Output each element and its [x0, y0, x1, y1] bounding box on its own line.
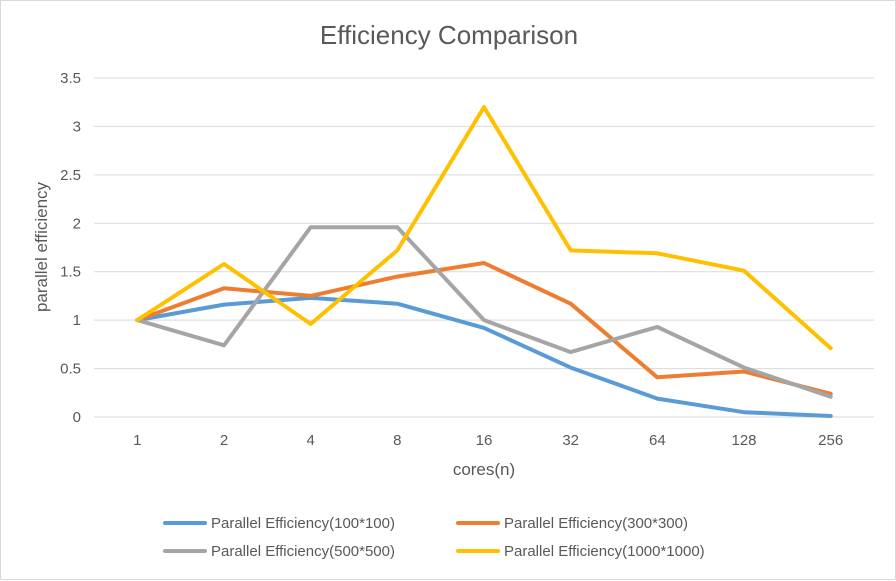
legend-label: Parallel Efficiency(1000*1000): [504, 543, 705, 560]
y-tick-label: 3.5: [60, 70, 81, 87]
y-axis-ticks: 0 0.5 1 1.5 2 2.5 3 3.5: [60, 70, 81, 426]
x-axis-ticks: 1 2 4 8 16 32 64 128 256: [133, 432, 843, 449]
x-tick-label: 128: [731, 432, 756, 449]
x-tick-label: 256: [818, 432, 843, 449]
x-tick-label: 2: [220, 432, 228, 449]
legend-label: Parallel Efficiency(100*100): [211, 515, 395, 532]
x-tick-label: 32: [562, 432, 579, 449]
y-tick-label: 3: [73, 118, 81, 135]
y-tick-label: 2: [73, 215, 81, 232]
series-line-2: [135, 225, 833, 399]
x-tick-label: 4: [306, 432, 314, 449]
series-line-0: [135, 295, 833, 418]
x-axis-title: cores(n): [453, 460, 515, 479]
series-line-1: [135, 261, 833, 396]
y-tick-label: 0: [73, 409, 81, 426]
x-tick-label: 16: [476, 432, 493, 449]
x-tick-label: 8: [393, 432, 401, 449]
legend: Parallel Efficiency(100*100) Parallel Eff…: [163, 515, 705, 560]
y-tick-label: 0.5: [60, 361, 81, 378]
y-tick-label: 1: [73, 312, 81, 329]
x-tick-label: 1: [133, 432, 141, 449]
x-tick-label: 64: [649, 432, 666, 449]
gridlines: [94, 77, 874, 418]
y-tick-label: 1.5: [60, 264, 81, 281]
series-lines: [135, 105, 833, 418]
legend-label: Parallel Efficiency(300*300): [504, 515, 688, 532]
y-tick-label: 2.5: [60, 167, 81, 184]
legend-label: Parallel Efficiency(500*500): [211, 543, 395, 560]
chart-title: Efficiency Comparison: [320, 20, 578, 50]
series-line-3: [135, 105, 833, 351]
y-axis-title: parallel efficiency: [32, 181, 51, 312]
